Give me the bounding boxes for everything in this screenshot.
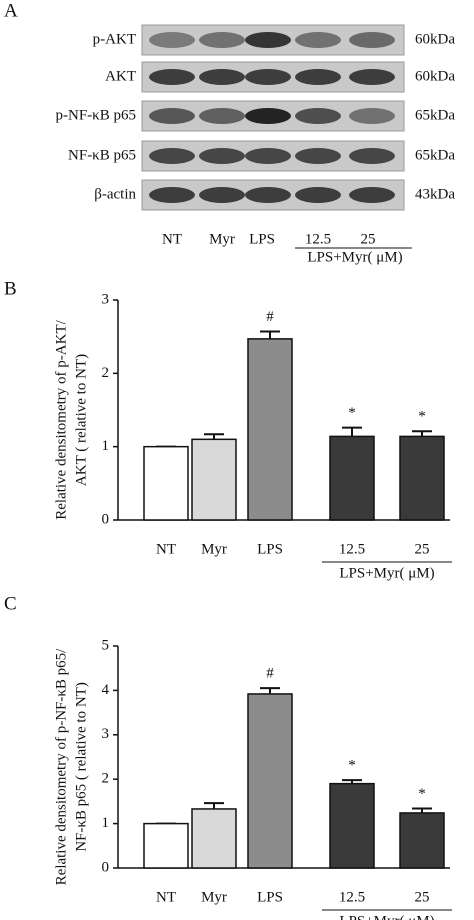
significance-mark: * [348,758,356,774]
panel-label: B [4,278,17,299]
y-tick-label: 1 [102,815,110,831]
x-tick-label: 12.5 [339,889,365,905]
x-tick-label: NT [156,541,176,557]
blot-row-label: AKT [105,68,136,84]
y-tick-label: 2 [102,365,110,381]
x-tick-label: Myr [201,889,227,905]
panel-label: C [4,593,17,614]
blot-band [349,148,395,164]
blot-size-label: 65kDa [415,147,455,163]
y-tick-label: 4 [102,682,110,698]
x-tick-label: LPS [257,541,283,557]
bar [191,438,237,521]
bar [329,782,375,869]
blot-band [295,148,341,164]
blot-band [149,187,195,203]
y-tick-label: 0 [102,859,110,875]
bar [247,693,293,869]
y-tick-label: 2 [102,771,110,787]
significance-mark: # [266,666,274,682]
blot-row-label: p-AKT [93,31,136,47]
blot-band [199,148,245,164]
bar [143,822,189,869]
y-tick-label: 1 [102,438,110,454]
blot-band [199,69,245,85]
blot-band [149,148,195,164]
x-tick-label: 12.5 [339,541,365,557]
blot-row-label: p-NF-κB p65 [56,107,136,123]
blot-size-label: 43kDa [415,186,455,202]
x-tick-label: Myr [201,541,227,557]
blot-size-label: 60kDa [415,31,455,47]
lane-label: 12.5 [305,231,331,247]
lane-label: LPS [249,231,275,247]
y-tick-label: 3 [102,726,110,742]
blot-band [245,32,291,48]
significance-mark: * [418,409,426,425]
blot-band [349,69,395,85]
blot-band [349,187,395,203]
blot-band [149,32,195,48]
group-label: LPS+Myr( μM) [339,913,434,920]
bar [399,812,445,869]
y-tick-label: 0 [102,511,110,527]
y-axis-label: NF-κB p65 ( relative to NT) [73,682,89,852]
lane-label: 25 [361,231,376,247]
y-axis-label: Relative densitometry of p-NF-κB p65/ [53,648,69,886]
blot-band [199,187,245,203]
bar [191,808,237,869]
y-tick-label: 3 [102,291,110,307]
lane-label: NT [162,231,182,247]
x-tick-label: 25 [415,541,430,557]
y-axis-label: AKT ( relative to NT) [73,354,89,486]
bar [247,338,293,521]
group-label: LPS+Myr( μM) [339,565,434,581]
x-tick-label: NT [156,889,176,905]
blot-band [199,108,245,124]
significance-mark: * [348,405,356,421]
blot-band [295,187,341,203]
blot-band [199,32,245,48]
blot-band [349,32,395,48]
blot-size-label: 60kDa [415,68,455,84]
x-tick-label: 25 [415,889,430,905]
blot-band [295,32,341,48]
bar [143,445,189,521]
blot-band [245,148,291,164]
significance-mark: * [418,786,426,802]
blot-band [149,108,195,124]
blot-size-label: 65kDa [415,107,455,123]
blot-row-label: NF-κB p65 [68,147,136,163]
x-tick-label: LPS [257,889,283,905]
blot-band [295,69,341,85]
panel-label: A [4,0,18,21]
group-label: LPS+Myr( μM) [307,249,402,265]
lane-label: Myr [209,231,235,247]
blot-band [245,69,291,85]
blot-band [245,187,291,203]
y-axis-label: Relative densitometry of p-AKT/ [53,319,69,519]
significance-mark: # [266,309,274,325]
y-tick-label: 5 [102,637,110,653]
blot-band [295,108,341,124]
blot-band [349,108,395,124]
bar [329,435,375,521]
blot-band [245,108,291,124]
blot-row-label: β-actin [94,186,136,202]
bar [399,435,445,521]
blot-band [149,69,195,85]
